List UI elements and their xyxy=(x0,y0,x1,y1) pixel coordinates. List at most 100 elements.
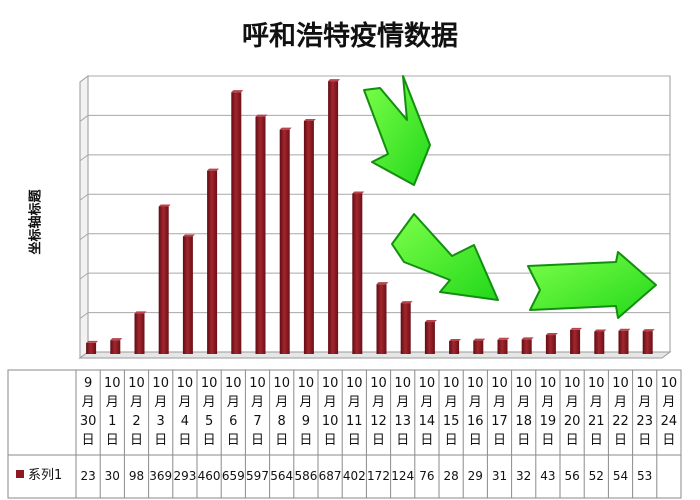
bar xyxy=(570,327,583,354)
data-label: 172 xyxy=(367,469,390,483)
data-label: 597 xyxy=(246,469,269,483)
gridline xyxy=(79,154,670,162)
bar-body xyxy=(642,331,653,354)
x-tick-label: 10 月 6 日 xyxy=(225,376,242,448)
bar-top xyxy=(473,338,486,341)
x-tick-label: 10 月 13 日 xyxy=(394,376,411,448)
bar-body xyxy=(521,339,532,354)
legend-swatch xyxy=(16,470,24,478)
x-tick-label: 10 月 5 日 xyxy=(201,376,218,448)
bar xyxy=(642,329,655,354)
bar-top xyxy=(86,340,99,343)
x-tick-label: 10 月 16 日 xyxy=(467,376,484,448)
bar-body xyxy=(255,116,266,355)
bar-top xyxy=(618,328,631,331)
bar xyxy=(158,204,171,354)
x-tick-label: 9 月 30 日 xyxy=(80,376,97,448)
x-tick-label: 10 月 8 日 xyxy=(273,376,290,448)
green-arrow-down-right xyxy=(391,213,499,301)
bar xyxy=(400,301,413,354)
x-tick-label: 10 月 18 日 xyxy=(515,376,532,448)
bar-top xyxy=(182,234,195,237)
gridline xyxy=(79,193,670,201)
data-table: 9 月 30 日 10 月 1 日 10 月 2 日 10 月 3 日 10 月 4 日 10 月 5 日 10 月 6 日 10 月 7 日… xyxy=(7,369,682,499)
data-label: 687 xyxy=(319,469,342,483)
data-label: 369 xyxy=(149,469,172,483)
data-label: 659 xyxy=(222,469,245,483)
bar xyxy=(328,79,341,354)
data-label: 43 xyxy=(540,469,555,483)
bar xyxy=(279,127,292,354)
data-label: 460 xyxy=(198,469,221,483)
data-label: 32 xyxy=(516,469,531,483)
data-label: 402 xyxy=(343,469,366,483)
data-label: 76 xyxy=(419,469,434,483)
x-tick-label: 10 月 7 日 xyxy=(249,376,266,448)
bar-body xyxy=(400,303,411,354)
bar-body xyxy=(207,170,218,354)
bar-top xyxy=(376,282,389,285)
bar-body xyxy=(328,81,339,354)
legend-entry: 系列1 xyxy=(16,468,62,483)
bar-body xyxy=(231,92,242,354)
bar-body xyxy=(594,331,605,354)
bar-top xyxy=(134,311,147,314)
bar-body xyxy=(86,342,97,354)
data-label: 56 xyxy=(564,469,579,483)
bar xyxy=(618,328,631,354)
bar-body xyxy=(182,236,193,354)
x-tick-label: 10 月 9 日 xyxy=(298,376,315,448)
bar-body xyxy=(545,335,556,354)
bar-top xyxy=(110,338,123,341)
gridline xyxy=(79,75,670,83)
bar xyxy=(473,338,486,354)
data-label: 29 xyxy=(468,469,483,483)
bar xyxy=(182,234,195,354)
chart-title: 呼和浩特疫情数据 xyxy=(242,21,458,52)
x-tick-label: 10 月 15 日 xyxy=(443,376,460,448)
bar-body xyxy=(158,206,169,354)
x-tick-label: 10 月 22 日 xyxy=(612,376,629,448)
bar xyxy=(449,338,462,354)
bar-top xyxy=(497,337,510,340)
bars-group xyxy=(86,79,655,355)
data-label: 23 xyxy=(80,469,95,483)
x-tick-label: 10 月 19 日 xyxy=(540,376,557,448)
bar xyxy=(352,191,365,354)
data-label: 586 xyxy=(294,469,317,483)
bar-body xyxy=(618,330,629,354)
bar-body xyxy=(449,340,460,354)
bar-top xyxy=(449,338,462,341)
legend-label: 系列1 xyxy=(28,468,62,483)
bar xyxy=(521,337,534,354)
x-tick-label: 10 月 3 日 xyxy=(152,376,169,448)
bar xyxy=(545,333,558,354)
annotation-arrows xyxy=(363,75,657,319)
bar-top xyxy=(570,327,583,330)
x-tick-label: 10 月 14 日 xyxy=(419,376,436,448)
bar-top xyxy=(255,114,268,117)
bar-body xyxy=(473,340,484,354)
x-tick-label: 10 月 21 日 xyxy=(588,376,605,448)
bar-top xyxy=(594,329,607,332)
bar-body xyxy=(570,329,581,354)
bar xyxy=(110,338,123,354)
bar-body xyxy=(110,340,121,354)
data-label: 54 xyxy=(613,469,628,483)
bar-top xyxy=(424,320,437,323)
bar-top xyxy=(545,333,558,336)
x-tick-label: 10 月 17 日 xyxy=(491,376,508,448)
x-tick-label: 10 月 1 日 xyxy=(104,376,121,448)
x-tick-label: 10 月 20 日 xyxy=(564,376,581,448)
bar-top xyxy=(642,329,655,332)
x-tick-label: 10 月 12 日 xyxy=(370,376,387,448)
gridline xyxy=(79,233,670,241)
data-label: 52 xyxy=(589,469,604,483)
bar-body xyxy=(424,322,435,354)
bar xyxy=(376,282,389,354)
x-tick-label: 10 月 2 日 xyxy=(128,376,145,448)
data-label: 30 xyxy=(105,469,120,483)
gridline xyxy=(79,114,670,122)
x-tick-label: 10 月 23 日 xyxy=(636,376,653,448)
